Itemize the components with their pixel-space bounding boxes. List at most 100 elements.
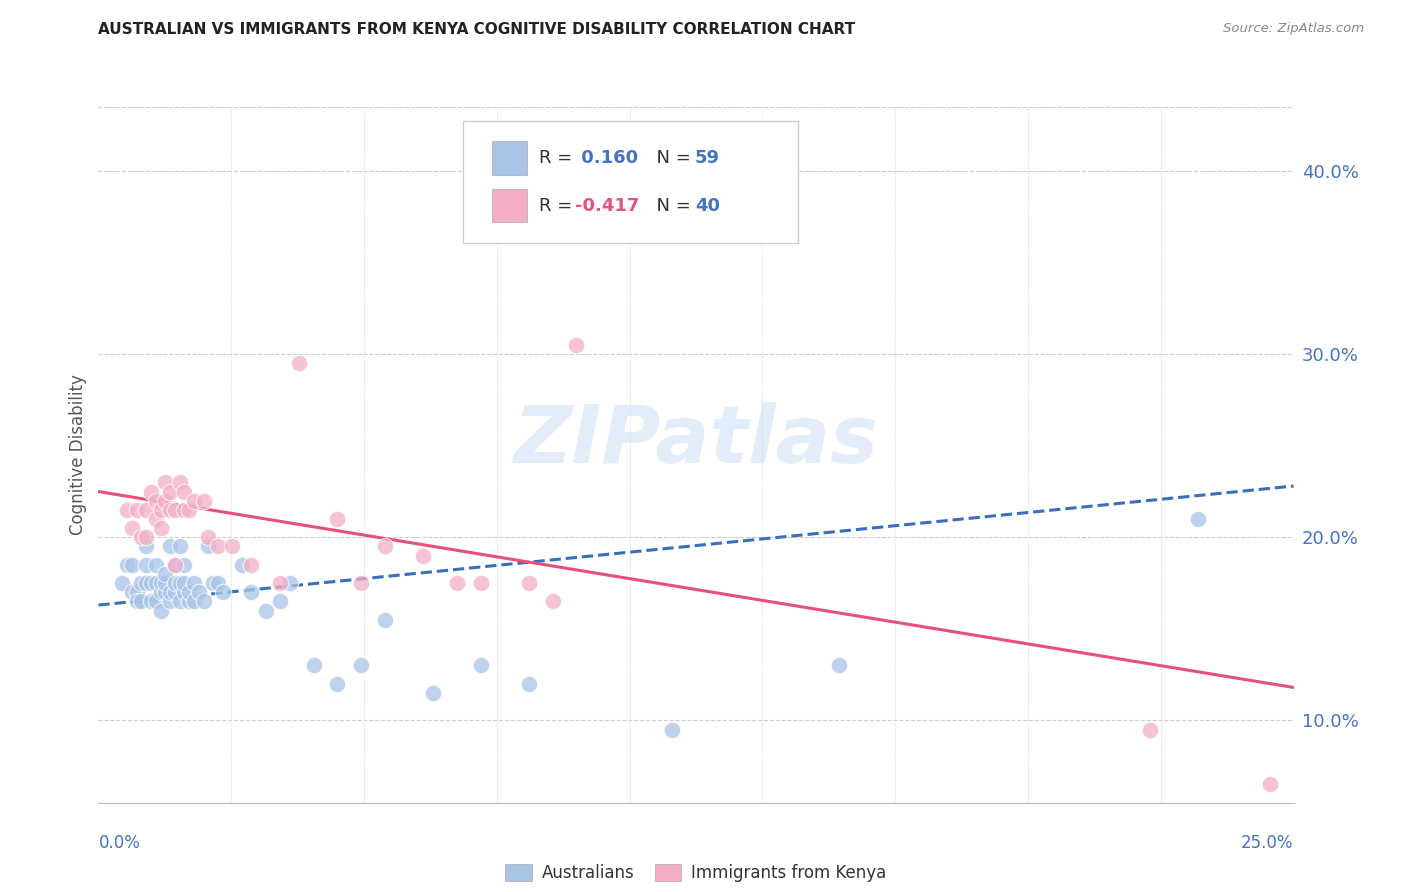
Point [374, 540, 396, 554]
Point [115, 558, 138, 572]
Point [155, 576, 177, 591]
Point [135, 530, 157, 544]
Point [131, 594, 153, 608]
Point [145, 576, 167, 591]
Point [163, 558, 186, 572]
Point [135, 576, 157, 591]
Point [135, 558, 157, 572]
Text: R =: R = [540, 149, 578, 167]
Point [517, 677, 540, 691]
Text: 25.0%: 25.0% [1241, 834, 1294, 852]
Point [470, 576, 492, 591]
Legend: Australians, Immigrants from Kenya: Australians, Immigrants from Kenya [499, 857, 893, 888]
Text: 0.160: 0.160 [575, 149, 638, 167]
Point [111, 576, 134, 591]
Point [288, 356, 311, 370]
Point [155, 585, 177, 599]
Point [446, 576, 468, 591]
Text: 59: 59 [695, 149, 720, 167]
Point [173, 585, 195, 599]
Point [350, 576, 373, 591]
Point [121, 521, 143, 535]
Point [163, 503, 186, 517]
Point [1187, 512, 1209, 526]
Point [163, 585, 186, 599]
Point [145, 558, 167, 572]
Text: AUSTRALIAN VS IMMIGRANTS FROM KENYA COGNITIVE DISABILITY CORRELATION CHART: AUSTRALIAN VS IMMIGRANTS FROM KENYA COGN… [98, 22, 855, 37]
Point [149, 576, 172, 591]
Point [412, 549, 434, 563]
Point [135, 540, 157, 554]
Point [149, 585, 172, 599]
Point [121, 558, 143, 572]
Point [211, 585, 233, 599]
Point [173, 576, 195, 591]
Point [240, 585, 263, 599]
FancyBboxPatch shape [492, 189, 527, 222]
Text: -0.417: -0.417 [575, 196, 640, 215]
Point [145, 512, 167, 526]
Point [302, 658, 325, 673]
Point [159, 503, 181, 517]
Point [1139, 723, 1161, 737]
Point [179, 585, 201, 599]
Point [350, 658, 373, 673]
Point [155, 566, 177, 581]
Point [131, 576, 153, 591]
FancyBboxPatch shape [492, 142, 527, 175]
Point [470, 658, 492, 673]
Point [269, 576, 291, 591]
Point [125, 594, 148, 608]
Point [187, 585, 209, 599]
Point [207, 576, 229, 591]
Text: 0.0%: 0.0% [98, 834, 141, 852]
Point [169, 594, 191, 608]
Point [197, 530, 219, 544]
Point [231, 558, 253, 572]
Point [155, 475, 177, 490]
Point [202, 576, 225, 591]
Point [159, 540, 181, 554]
Point [254, 603, 277, 617]
Point [163, 558, 186, 572]
Point [159, 484, 181, 499]
Point [155, 493, 177, 508]
Point [179, 594, 201, 608]
Point [207, 540, 229, 554]
Point [149, 521, 172, 535]
Point [115, 503, 138, 517]
Point [661, 723, 683, 737]
Point [121, 585, 143, 599]
Point [169, 540, 191, 554]
Text: R =: R = [540, 196, 578, 215]
Point [125, 585, 148, 599]
Point [163, 576, 186, 591]
Point [1258, 777, 1281, 791]
Point [173, 503, 195, 517]
Point [541, 594, 564, 608]
Point [278, 576, 301, 591]
Point [169, 475, 191, 490]
Point [139, 484, 162, 499]
Text: ZIPatlas: ZIPatlas [513, 402, 879, 480]
Point [145, 493, 167, 508]
Point [565, 338, 588, 352]
Text: Source: ZipAtlas.com: Source: ZipAtlas.com [1223, 22, 1364, 36]
FancyBboxPatch shape [463, 121, 797, 243]
Point [145, 594, 167, 608]
Text: N =: N = [644, 149, 696, 167]
Point [326, 677, 349, 691]
Text: N =: N = [644, 196, 696, 215]
Point [169, 576, 191, 591]
Point [828, 658, 851, 673]
Text: 40: 40 [695, 196, 720, 215]
Point [240, 558, 263, 572]
Point [159, 594, 181, 608]
Point [183, 493, 205, 508]
Point [159, 585, 181, 599]
Point [269, 594, 291, 608]
Point [173, 484, 195, 499]
Point [193, 594, 215, 608]
Point [179, 503, 201, 517]
Point [139, 594, 162, 608]
